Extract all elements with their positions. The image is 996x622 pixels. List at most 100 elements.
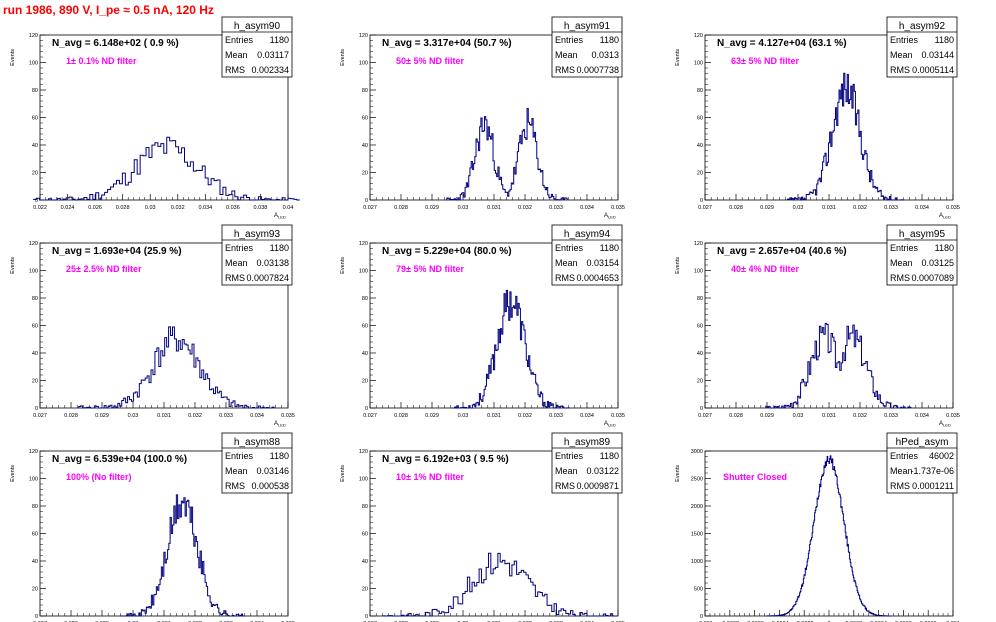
y-tick-label: 20 [697, 171, 703, 177]
filter-label: 79± 5% ND filter [396, 264, 464, 274]
y-tick-label: 1000 [691, 559, 703, 565]
stats-label-rms: RMS [890, 273, 910, 283]
navg-label: N_avg = 4.127e+04 (63.1 %) [717, 38, 847, 49]
x-tick-label: 0.034 [915, 205, 929, 211]
y-tick-label: 1500 [691, 532, 703, 538]
x-tick-label: 0.036 [226, 205, 240, 211]
x-tick-label: 0.033 [549, 413, 563, 419]
x-axis-label: ALED [939, 213, 951, 220]
y-axis-label: Events [675, 49, 681, 66]
stats-label-entries: Entries [890, 35, 919, 45]
y-tick-label: 20 [32, 379, 38, 385]
y-tick-label: 120 [29, 241, 38, 247]
histogram-panel-h_asym90: 0 20 40 60 80 100 120 Events 0.022 0.024 0.026 0.02… [10, 16, 300, 220]
y-tick-label: 80 [362, 88, 368, 94]
y-tick-label: 100 [359, 61, 368, 67]
x-tick-label: 0.035 [946, 205, 960, 211]
y-tick-label: 80 [32, 296, 38, 302]
stats-label-entries: Entries [890, 243, 919, 253]
histogram-line [78, 326, 275, 409]
stats-label-entries: Entries [225, 35, 254, 45]
x-tick-label: 0.033 [219, 413, 233, 419]
stats-value-rms: 0.0007738 [576, 65, 619, 75]
x-tick-label: 0.027 [363, 205, 377, 211]
x-tick-label: 0.032 [853, 413, 867, 419]
filter-label: 100% (No filter) [66, 472, 132, 482]
x-tick-label: 0.032 [188, 413, 202, 419]
y-tick-label: 40 [32, 351, 38, 357]
stats-label-rms: RMS [890, 481, 910, 491]
stats-value-mean: 0.03154 [586, 258, 619, 268]
histogram-panel-h_asym94: 0 20 40 60 80 100 120 Events 0.027 0.028 0.029 0.03… [340, 224, 625, 428]
y-tick-label: 40 [32, 559, 38, 565]
y-axis-label: Events [675, 465, 681, 482]
stats-label-mean: Mean [555, 50, 578, 60]
stats-value-mean: 0.03146 [256, 466, 289, 476]
navg-label: N_avg = 1.693e+04 (25.9 %) [52, 246, 182, 257]
y-tick-label: 20 [32, 587, 38, 593]
x-tick-label: 0.032 [171, 205, 185, 211]
stats-value-mean: 0.03144 [921, 50, 954, 60]
x-tick-label: 0.035 [946, 413, 960, 419]
navg-label: N_avg = 6.539e+04 (100.0 %) [52, 454, 187, 465]
stats-label-mean: Mean [225, 466, 248, 476]
y-tick-label: 0 [700, 614, 703, 620]
y-tick-label: 0 [365, 614, 368, 620]
x-tick-label: 0.024 [61, 205, 75, 211]
y-tick-label: 100 [359, 477, 368, 483]
stats-value-mean: 0.03117 [257, 50, 289, 60]
y-tick-label: 60 [32, 116, 38, 122]
x-axis-label: ALED [604, 213, 616, 220]
y-axis-label: Events [340, 465, 346, 482]
x-axis-label: ALED [604, 421, 616, 428]
stats-label-mean: Mean [225, 258, 248, 268]
stats-value-mean: 0.03125 [921, 258, 954, 268]
stats-value-entries: 1180 [270, 451, 289, 461]
x-tick-label: 0.031 [822, 413, 836, 419]
navg-label: N_avg = 6.148e+02 ( 0.9 %) [52, 38, 179, 49]
x-tick-label: 0.032 [518, 205, 532, 211]
stats-box [886, 432, 958, 494]
stats-label-rms: RMS [555, 65, 575, 75]
y-tick-label: 60 [362, 116, 368, 122]
stats-label-mean: Mean [555, 466, 578, 476]
stats-title: hPed_asym [896, 437, 949, 448]
x-tick-label: 0.034 [580, 413, 594, 419]
x-tick-label: 0.033 [549, 205, 563, 211]
histogram-panel-h_asym93: 0 20 40 60 80 100 120 Events 0.027 0.028 0.029 0.03… [10, 224, 295, 428]
filter-label: 40± 4% ND filter [731, 264, 799, 274]
stats-value-rms: 0.0007824 [246, 273, 289, 283]
stats-value-rms: 0.0007089 [911, 273, 954, 283]
stats-label-mean: Mean [555, 258, 578, 268]
x-axis-label: ALED [939, 421, 951, 428]
x-tick-label: 0.032 [853, 205, 867, 211]
y-tick-label: 80 [32, 504, 38, 510]
x-tick-label: 0.029 [425, 205, 439, 211]
x-tick-label: 0.027 [363, 413, 377, 419]
y-tick-label: 100 [694, 61, 703, 67]
x-axis-label: ALED [274, 213, 286, 220]
stats-box [886, 16, 958, 78]
y-tick-label: 20 [362, 379, 368, 385]
stats-value-entries: 1180 [600, 35, 619, 45]
histogram-panel-h_asym91: 0 20 40 60 80 100 120 Events 0.027 0.028 0.029 0.03… [340, 16, 625, 220]
y-axis-label: Events [10, 465, 16, 482]
stats-label-rms: RMS [225, 273, 245, 283]
x-tick-label: 0.035 [611, 413, 625, 419]
stats-box [886, 224, 958, 286]
stats-value-mean: 0.03122 [586, 466, 619, 476]
x-tick-label: 0.027 [698, 205, 712, 211]
histogram-line [382, 552, 618, 617]
filter-label: Shutter Closed [723, 472, 787, 482]
histogram-line [765, 322, 912, 409]
stats-label-rms: RMS [225, 65, 245, 75]
stats-value-rms: 0.0005114 [912, 65, 954, 75]
y-tick-label: 20 [32, 171, 38, 177]
stats-box [221, 224, 293, 286]
stats-value-mean: -1.737e-06 [910, 466, 954, 476]
y-tick-label: 100 [29, 477, 38, 483]
y-tick-label: 60 [362, 324, 368, 330]
x-tick-label: 0.04 [283, 205, 294, 211]
run-title: run 1986, 890 V, I_pe ≈ 0.5 nA, 120 Hz [3, 3, 214, 17]
stats-title: h_asym88 [234, 437, 281, 448]
